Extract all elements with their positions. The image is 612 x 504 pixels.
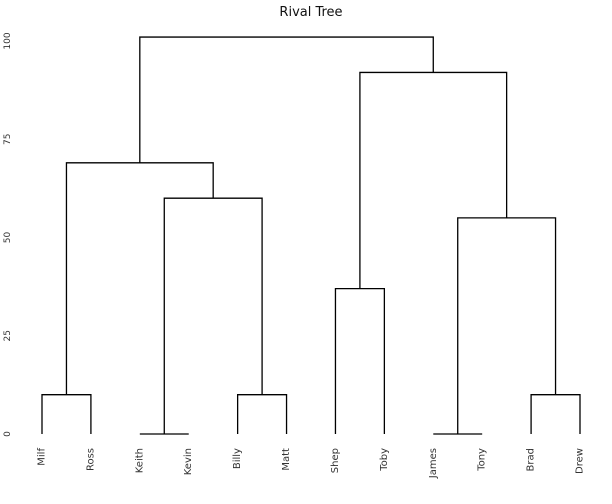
dendrogram-merge-10 <box>139 36 434 163</box>
leaf-label-kevin: Kevin <box>183 448 194 475</box>
leaf-label-milf: Milf <box>37 448 48 466</box>
leaf-label-drew: Drew <box>575 448 586 474</box>
leaf-label-tony: Tony <box>477 448 488 472</box>
y-axis: 0 25 50 75 100 <box>3 32 13 437</box>
leaf-labels: Milf Ross Keith Kevin Billy Matt Shep Toby James… <box>37 448 586 480</box>
leaf-label-keith: Keith <box>134 448 145 473</box>
leaf-label-billy: Billy <box>232 448 243 469</box>
leaf-label-shep: Shep <box>330 448 341 473</box>
y-tick-label: 0 <box>3 431 13 437</box>
dendrogram-merge-5 <box>530 394 581 434</box>
chart-title: Rival Tree <box>279 5 342 20</box>
leaf-label-matt: Matt <box>281 448 292 471</box>
y-tick-label: 50 <box>3 232 13 244</box>
dendrogram-merge-8 <box>457 217 557 434</box>
dendrogram-merge-0 <box>41 394 92 434</box>
leaf-label-toby: Toby <box>379 448 390 472</box>
dendrogram-merge-3 <box>334 287 386 434</box>
y-tick-label: 75 <box>3 134 13 145</box>
dendrogram-merge-2 <box>236 394 288 434</box>
leaf-label-james: James <box>428 448 439 479</box>
leaf-label-ross: Ross <box>85 448 96 471</box>
dendrogram-merge-9 <box>359 71 508 289</box>
dendrogram-merge-6 <box>163 197 263 434</box>
y-tick-label: 25 <box>3 330 13 341</box>
leaf-label-brad: Brad <box>526 448 537 471</box>
dendrogram-branches <box>41 36 581 435</box>
y-tick-label: 100 <box>3 32 13 49</box>
